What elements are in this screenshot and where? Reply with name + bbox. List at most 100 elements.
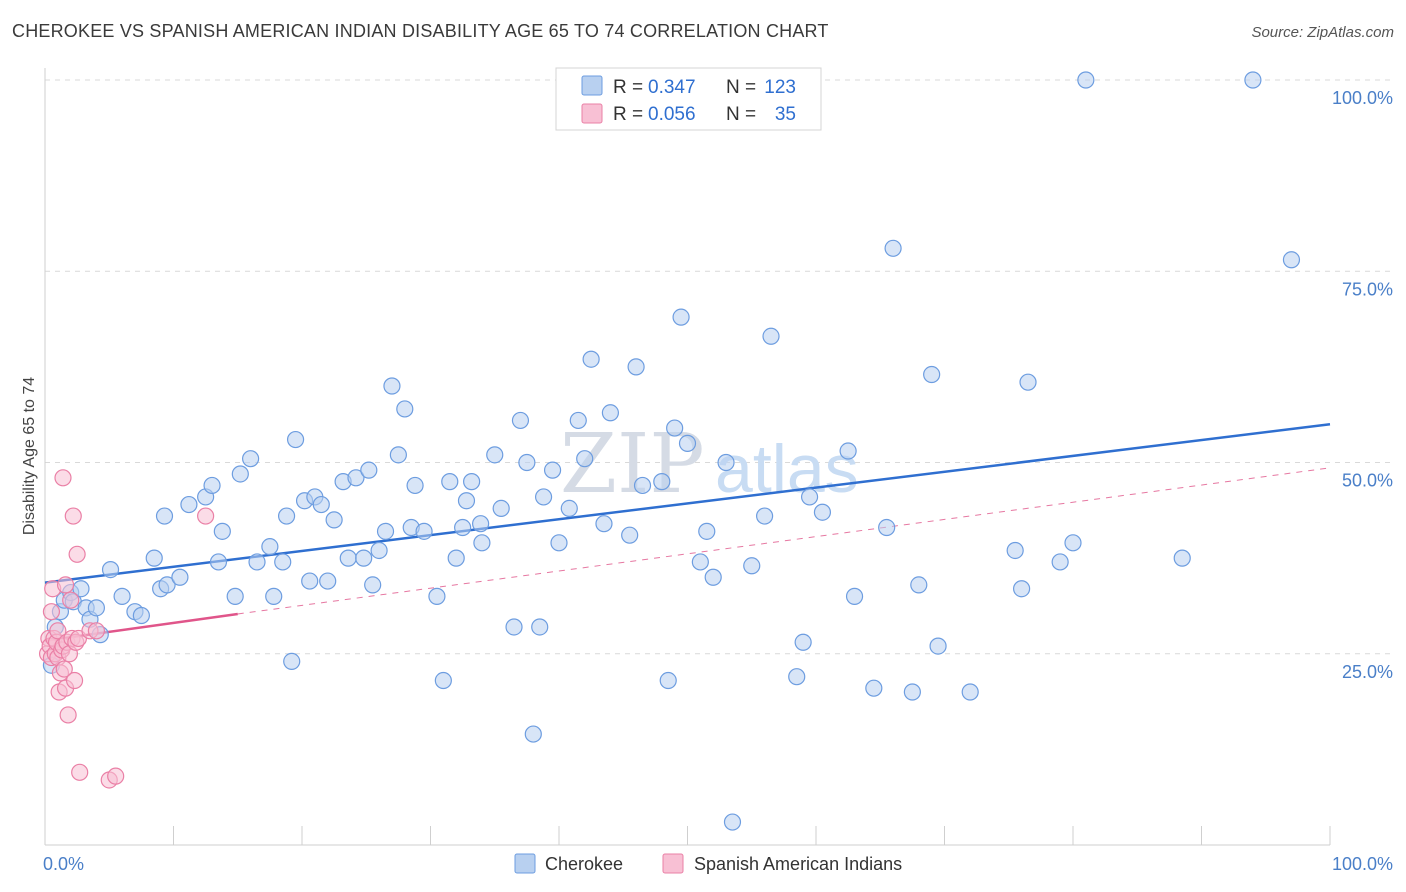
cherokee-point	[1006, 541, 1024, 560]
cherokee-point	[376, 522, 395, 540]
cherokee-point	[457, 492, 476, 510]
cherokee-point	[717, 453, 735, 472]
cherokee-point	[794, 633, 812, 651]
y-tick-label: 25.0%	[1342, 662, 1393, 682]
y-tick-label: 75.0%	[1342, 279, 1393, 299]
cherokee-point	[543, 461, 562, 479]
y-tick-labels: 25.0% 50.0% 75.0% 100.0%	[1332, 88, 1393, 682]
cherokee-point	[704, 568, 722, 586]
cherokee-point	[472, 515, 490, 533]
cherokee-point	[755, 507, 774, 525]
cherokee-point	[961, 683, 979, 701]
cherokee-point	[1019, 373, 1037, 391]
stats-box: R = 0.347 N = 123 R = 0.056 N = 35	[555, 67, 822, 131]
cherokee-point	[486, 446, 504, 464]
spanish-point	[49, 622, 67, 640]
cherokee-point	[903, 683, 921, 701]
cherokee-point	[101, 560, 120, 579]
cherokee-point	[569, 411, 587, 430]
cherokee-point	[370, 541, 388, 560]
cherokee-point	[434, 671, 452, 690]
cherokee-point	[213, 522, 231, 540]
cherokee-point	[1244, 71, 1262, 89]
grid-lines	[45, 79, 1395, 655]
cherokee-point	[691, 553, 709, 571]
spanish-point	[54, 469, 72, 487]
cherokee-point	[325, 511, 343, 529]
cherokee-point	[678, 434, 697, 452]
cherokee-point	[277, 507, 296, 525]
cherokee-point	[339, 549, 357, 567]
y-tick-label: 50.0%	[1342, 471, 1393, 491]
cherokee-point	[274, 553, 292, 571]
cherokee-point	[396, 400, 414, 418]
cherokee-point	[788, 668, 806, 686]
cherokee-point	[226, 587, 244, 605]
spanish-trend-extension	[237, 467, 1331, 615]
cherokee-point	[582, 350, 600, 368]
cherokee-point	[560, 499, 578, 517]
cherokee-point	[492, 499, 510, 517]
spanish-point	[107, 767, 125, 785]
cherokee-point	[653, 473, 671, 491]
cherokee-point	[203, 476, 221, 495]
chart-title: CHEROKEE VS SPANISH AMERICAN INDIAN DISA…	[12, 21, 829, 41]
stats-r-label-spanish: R =	[613, 104, 643, 125]
spanish-point	[71, 763, 89, 781]
spanish-point	[65, 671, 84, 690]
cherokee-point	[447, 549, 465, 567]
cherokee-point	[364, 576, 382, 594]
cherokee-point	[1064, 534, 1082, 552]
legend-swatch-cherokee	[514, 853, 536, 874]
legend-label-cherokee: Cherokee	[545, 854, 623, 874]
x-tick-label-max: 100.0%	[1332, 854, 1393, 874]
cherokee-point	[698, 522, 716, 540]
cherokee-point	[923, 365, 941, 384]
cherokee-point	[248, 553, 266, 571]
cherokee-point	[265, 587, 283, 605]
cherokee-point	[595, 515, 613, 533]
cherokee-point	[231, 465, 249, 483]
cherokee-point	[762, 327, 780, 345]
cherokee-point	[878, 518, 896, 537]
cherokee-point	[454, 518, 472, 537]
stats-n-value-cherokee: 123	[764, 77, 796, 98]
cherokee-point	[550, 534, 568, 552]
cherokee-point	[531, 618, 549, 636]
y-tick-label: 100.0%	[1332, 88, 1393, 108]
spanish-point	[59, 706, 77, 724]
legend-swatch-spanish	[662, 853, 684, 874]
cherokee-point	[601, 404, 620, 422]
cherokee-point	[355, 549, 373, 567]
cherokee-point	[473, 534, 491, 552]
cherokee-point	[1173, 549, 1191, 567]
cherokee-point	[209, 553, 228, 571]
cherokee-point	[672, 308, 690, 326]
cherokee-point	[910, 576, 928, 594]
cherokee-stats-swatch	[581, 75, 603, 96]
cherokee-point	[627, 358, 645, 376]
spanish-point	[55, 660, 73, 678]
stats-r-label-cherokee: R =	[613, 77, 643, 98]
cherokee-point	[865, 679, 883, 697]
cherokee-point	[158, 576, 176, 594]
cherokee-point	[155, 507, 174, 525]
cherokee-point	[839, 442, 857, 460]
cherokee-point	[1077, 71, 1095, 89]
y-axis-title: Disability Age 65 to 74	[21, 377, 38, 535]
stats-n-value-spanish: 35	[775, 104, 796, 125]
cherokee-point	[633, 476, 652, 495]
cherokee-point	[180, 495, 198, 514]
cherokee-point	[428, 587, 446, 605]
cherokee-point	[301, 572, 319, 590]
cherokee-point	[242, 450, 260, 468]
spanish-point	[62, 591, 80, 609]
cherokee-point	[383, 377, 401, 395]
cherokee-point	[441, 473, 459, 491]
cherokee-point	[347, 469, 365, 487]
cherokee-point	[813, 503, 832, 521]
spanish-stats-swatch	[581, 103, 603, 124]
axes	[44, 68, 1331, 846]
watermark-atlas: atlas	[715, 431, 859, 507]
